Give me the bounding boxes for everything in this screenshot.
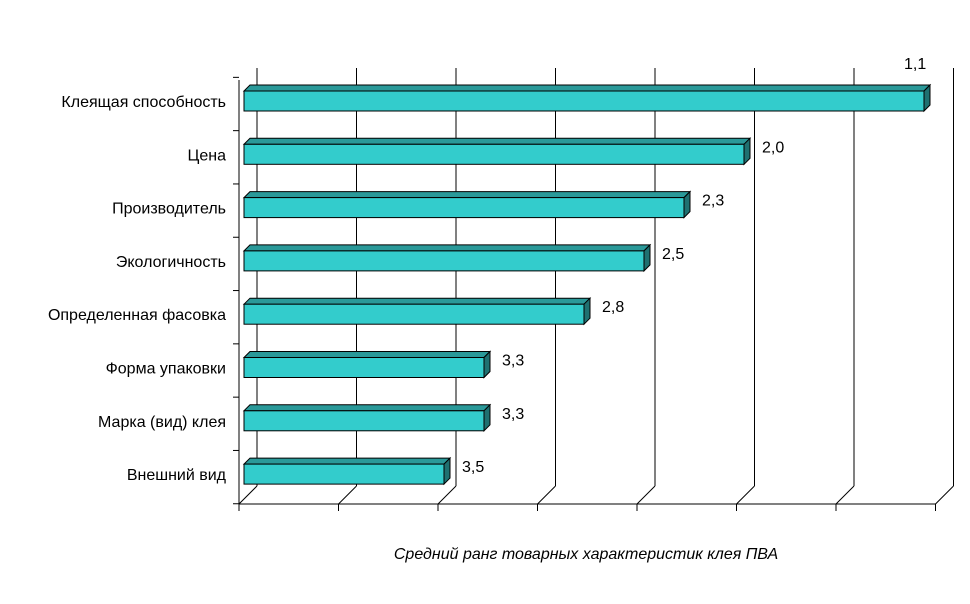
x-axis-title: Средний ранг товарных характеристик клея… [394,546,778,563]
bar [242,296,592,326]
gridlines [338,68,954,505]
data-label: 3,5 [462,459,484,476]
floor-gridline [537,485,556,505]
bar [242,456,452,486]
labels: Клеящая способность 1,1 Цена 2,0 Производите… [48,56,926,484]
bar [242,243,652,273]
bar-front-face [243,197,685,219]
bars [242,83,932,486]
floor-depth-line [238,485,258,505]
data-label: 2,5 [662,246,684,263]
category-label: Внешний вид [127,467,227,484]
bar [242,403,492,433]
bar-top-face [242,297,592,305]
floor-gridline [338,485,357,505]
bar-top-face [242,351,492,358]
category-label: Производитель [112,201,226,218]
data-label: 2,8 [602,299,624,316]
bar [242,350,492,379]
category-label: Экологичность [116,254,226,271]
bar-top-face [242,191,692,199]
data-label: 2,3 [702,193,724,210]
bar-front-face [243,143,745,165]
bar-front-face [243,303,585,325]
bar-top-face [242,137,752,145]
category-label: Форма упаковки [106,361,226,378]
category-label: Марка (вид) клея [98,414,226,431]
data-label: 2,0 [762,139,784,156]
axes [233,68,936,511]
bar-front-face [243,463,445,485]
bar-front-face [243,410,485,432]
floor-gridline [835,485,855,505]
bar-front-face [243,250,645,272]
floor-gridline [437,485,457,505]
floor-gridline [636,485,656,505]
bar-front-face [243,90,925,112]
floor-gridline [736,485,755,505]
data-label: 3,3 [502,353,524,370]
bar [242,137,752,166]
category-label: Определенная фасовка [48,307,226,324]
bar-top-face [242,244,652,252]
bar [242,190,692,219]
data-label: 1,1 [904,56,926,73]
bar-top-face [242,457,452,465]
category-label: Цена [188,147,227,164]
floor-gridline [935,485,954,505]
category-label: Клеящая способность [61,94,226,111]
bar-top-face [242,404,492,412]
bar-top-face [242,84,932,92]
bar [242,83,932,113]
data-label: 3,3 [502,406,524,423]
bar-front-face [243,357,485,378]
